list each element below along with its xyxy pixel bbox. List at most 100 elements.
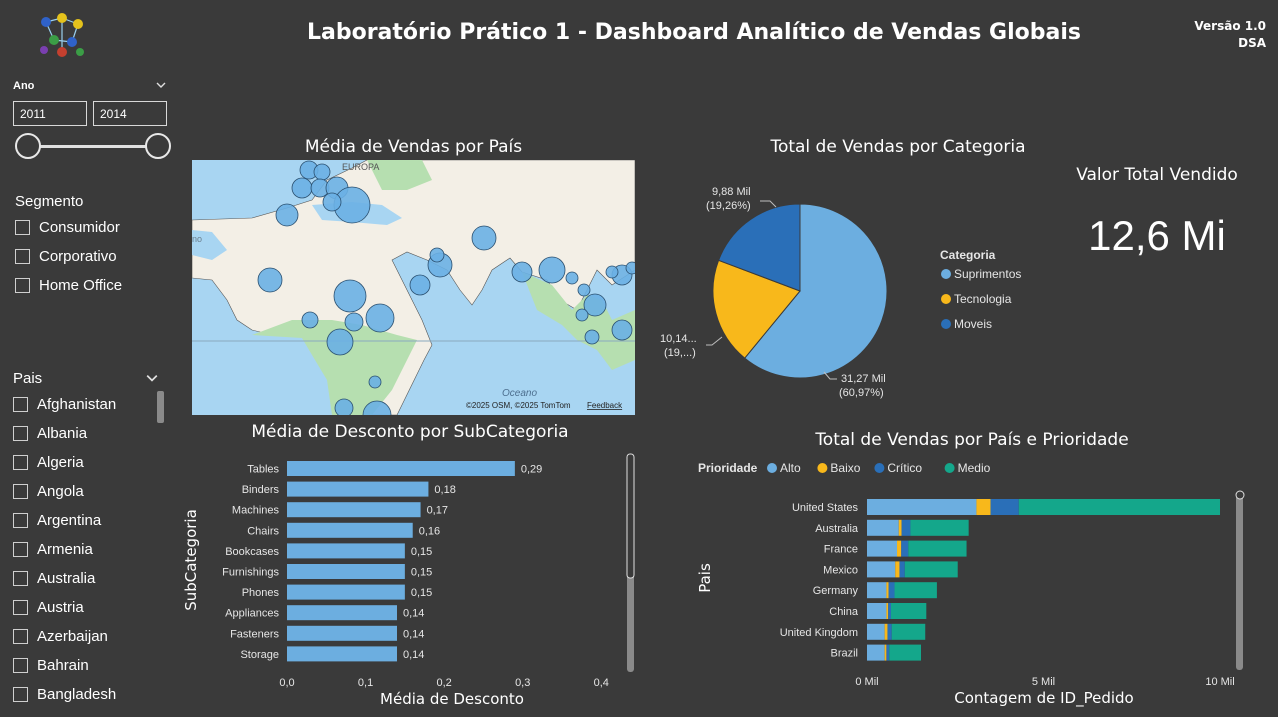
orders-stacked-bar-chart[interactable]: Prioridade Alto Baixo Crítico Medio United … — [690, 455, 1250, 713]
map-land-green — [522, 272, 635, 370]
legend-item-alto[interactable]: Alto — [780, 461, 801, 475]
checkbox[interactable] — [13, 629, 28, 644]
legend-item-tecnologia[interactable]: Tecnologia — [954, 292, 1012, 306]
svg-text:9,88 Mil: 9,88 Mil — [712, 186, 751, 198]
country-option[interactable]: Angola — [13, 477, 153, 506]
orders-bar-australia-critico[interactable] — [901, 519, 911, 536]
checkbox[interactable] — [13, 542, 28, 557]
checkbox[interactable] — [15, 249, 30, 264]
country-option[interactable]: Albania — [13, 419, 153, 448]
category-pie-chart[interactable]: 9,88 Mil (19,26%) 10,14... (19,...) 31,2… — [650, 165, 1050, 415]
orders-bar-brazil-alto[interactable] — [867, 644, 885, 661]
orders-bar-united-states-medio[interactable] — [1018, 499, 1220, 515]
checkbox[interactable] — [13, 658, 28, 673]
orders-scrollbar-track[interactable] — [1236, 492, 1243, 670]
discount-bar-tables[interactable] — [287, 461, 515, 476]
orders-bar-united-states-alto[interactable] — [867, 499, 977, 515]
orders-bar-united-kingdom-medio[interactable] — [891, 623, 926, 640]
checkbox[interactable] — [13, 600, 28, 615]
orders-bar-mexico-medio[interactable] — [904, 561, 958, 578]
country-option[interactable]: Austria — [13, 593, 153, 622]
country-option[interactable]: Azerbaijan — [13, 622, 153, 651]
discount-x-tick: 0,1 — [358, 677, 373, 689]
checkbox[interactable] — [13, 426, 28, 441]
orders-bar-australia-alto[interactable] — [867, 519, 899, 536]
discount-bar-appliances[interactable] — [287, 605, 397, 621]
year-to-input[interactable]: 2014 — [93, 101, 167, 126]
discount-bar-chart[interactable]: 0,29 0,18 0,17 0,16 0,15 0,15 0,15 0,14 0,14 0,14… — [180, 448, 640, 713]
checkbox[interactable] — [15, 278, 30, 293]
orders-bar-france-critico[interactable] — [901, 540, 909, 557]
orders-bar-mexico-critico[interactable] — [899, 561, 905, 578]
discount-y-axis-title: SubCategoria — [182, 509, 200, 611]
checkbox[interactable] — [13, 513, 28, 528]
discount-bar-binders[interactable] — [287, 481, 429, 497]
orders-bar-china-alto[interactable] — [867, 603, 887, 619]
discount-bar-phones[interactable] — [287, 584, 405, 600]
country-option[interactable]: Bangladesh — [13, 680, 153, 709]
discount-scrollbar-thumb[interactable] — [626, 453, 635, 579]
segment-option-corporativo[interactable]: Corporativo — [15, 242, 175, 271]
orders-bar-france-medio[interactable] — [908, 540, 967, 557]
orders-bar-germany-alto[interactable] — [867, 582, 887, 599]
legend-item-baixo[interactable]: Baixo — [830, 461, 860, 475]
year-range-slider-track[interactable] — [28, 145, 158, 148]
orders-bar-france-baixo[interactable] — [897, 540, 902, 557]
orders-bar-united-kingdom-critico[interactable] — [887, 623, 892, 640]
country-option[interactable]: Afghanistan — [13, 390, 153, 419]
orders-scrollbar-thumb[interactable] — [1235, 490, 1245, 500]
orders-bar-mexico-baixo[interactable] — [895, 561, 900, 578]
country-option[interactable]: Algeria — [13, 448, 153, 477]
orders-bar-australia-baixo[interactable] — [898, 519, 902, 536]
orders-bar-france-alto[interactable] — [867, 540, 898, 557]
country-slicer-scrollbar[interactable] — [157, 391, 164, 423]
country-option[interactable]: Australia — [13, 564, 153, 593]
orders-bar-germany-critico[interactable] — [888, 582, 895, 599]
orders-bar-mexico-alto[interactable] — [867, 561, 896, 578]
orders-bar-united-states-baixo[interactable] — [976, 499, 991, 515]
orders-bar-united-kingdom-alto[interactable] — [867, 623, 885, 640]
year-slicer-chevron-down-icon[interactable] — [156, 80, 166, 90]
discount-bar-machines[interactable] — [287, 502, 421, 518]
orders-bar-china-critico[interactable] — [888, 603, 892, 619]
legend-item-moveis[interactable]: Moveis — [954, 317, 992, 331]
orders-bar-germany-medio[interactable] — [894, 582, 937, 599]
orders-bar-germany-baixo[interactable] — [886, 582, 889, 599]
orders-bar-brazil-critico[interactable] — [886, 644, 890, 661]
checkbox[interactable] — [15, 220, 30, 235]
legend-item-medio[interactable]: Medio — [958, 461, 991, 475]
orders-bar-china-baixo[interactable] — [886, 603, 889, 619]
discount-bar-chairs[interactable] — [287, 522, 413, 538]
orders-bar-brazil-baixo[interactable] — [884, 644, 887, 661]
checkbox[interactable] — [13, 571, 28, 586]
discount-bar-furnishings[interactable] — [287, 564, 405, 579]
sales-map[interactable]: EUROPA no Oceano ©2025 OSM, ©2025 TomTom… — [192, 160, 635, 415]
segment-option-consumidor[interactable]: Consumidor — [15, 213, 175, 242]
legend-item-critico[interactable]: Crítico — [887, 461, 922, 475]
country-slicer-chevron-down-icon[interactable] — [146, 372, 158, 384]
checkbox[interactable] — [13, 455, 28, 470]
year-range-end-handle[interactable] — [145, 133, 171, 159]
country-option[interactable]: Argentina — [13, 506, 153, 535]
pie-slice-tecnologia[interactable] — [712, 259, 801, 359]
pie-slice-suprimentos[interactable] — [743, 203, 888, 379]
orders-bar-brazil-medio[interactable] — [889, 644, 922, 661]
orders-bar-united-states-critico[interactable] — [990, 499, 1019, 515]
year-from-input[interactable]: 2011 — [13, 101, 87, 126]
checkbox[interactable] — [13, 397, 28, 412]
orders-bar-australia-medio[interactable] — [910, 519, 969, 536]
year-range-start-handle[interactable] — [15, 133, 41, 159]
map-feedback-link[interactable]: Feedback — [587, 401, 623, 410]
discount-bar-storage[interactable] — [287, 646, 397, 662]
country-option[interactable]: Bahrain — [13, 651, 153, 680]
discount-bar-bookcases[interactable] — [287, 543, 405, 559]
checkbox[interactable] — [13, 484, 28, 499]
orders-bar-united-kingdom-baixo[interactable] — [884, 623, 888, 640]
segment-option-home-office[interactable]: Home Office — [15, 271, 175, 300]
legend-item-suprimentos[interactable]: Suprimentos — [954, 267, 1021, 281]
discount-bar-fasteners[interactable] — [287, 625, 397, 641]
checkbox[interactable] — [13, 687, 28, 702]
country-option[interactable]: Armenia — [13, 535, 153, 564]
orders-bar-china-medio[interactable] — [891, 603, 927, 619]
pie-slice-moveis[interactable] — [717, 203, 801, 292]
